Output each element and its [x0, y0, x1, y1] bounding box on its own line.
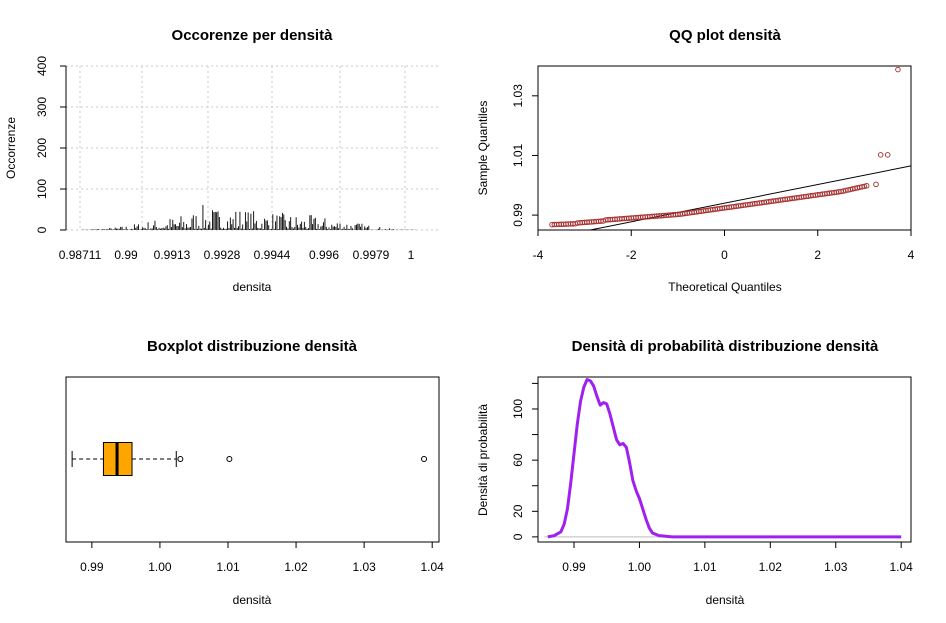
density-y-tick-label-3: 100 [511, 399, 525, 419]
qq-y-tick-label-1: 1.01 [511, 143, 525, 167]
density-content [544, 378, 902, 539]
histogram-grid [66, 65, 439, 231]
qq-title: QQ plot densità [669, 27, 781, 44]
histogram-y-tick-label-2: 200 [35, 138, 49, 158]
boxplot-x-tick-label-4: 1.03 [352, 560, 376, 574]
density-x-tick-label-1: 1.00 [628, 560, 652, 574]
histogram-bars [81, 205, 416, 230]
histogram-x-tick-label-5: 0.996 [309, 248, 339, 262]
qq-x-tick-label-2: 0 [721, 248, 728, 262]
boxplot-x-label: densità [233, 593, 272, 607]
histogram-y-tick-label-4: 400 [35, 56, 49, 76]
density-x-label: densità [706, 593, 745, 607]
qq-y-ticks: 0.99 1.01 1.03 [511, 84, 538, 227]
histogram-panel: Occorenze per densità 0 100 200 300 400 0.98… [4, 27, 439, 294]
qq-x-label: Theoretical Quantiles [668, 280, 781, 294]
histogram-y-tick-label-0: 0 [35, 226, 49, 233]
histogram-y-ticks: 0 100 200 300 400 [35, 56, 66, 233]
boxplot-x-ticks: 0.99 1.00 1.01 1.02 1.03 1.04 [80, 541, 445, 574]
density-y-tick-label-2: 60 [511, 453, 525, 467]
histogram-x-tick-label-2: 0.9913 [154, 248, 191, 262]
density-x-tick-label-0: 0.99 [562, 560, 586, 574]
density-y-label: Densità di probabilità [476, 404, 490, 516]
qq-reference-line [587, 165, 911, 230]
density-x-tick-label-4: 1.03 [824, 560, 848, 574]
qq-point-135 [863, 183, 870, 189]
histogram-x-tick-label-6: 0.9979 [353, 248, 390, 262]
qq-inner [549, 66, 911, 230]
density-x-tick-label-3: 1.02 [759, 560, 783, 574]
boxplot-content [71, 442, 428, 476]
density-curve [547, 378, 902, 539]
density-panel: Densità di probabilità distribuzione den… [476, 338, 913, 607]
qq-outlier-point-0 [873, 181, 879, 188]
qq-point-134 [861, 183, 868, 190]
qq-panel: QQ plot densità -4 -2 0 2 4 0.99 1.01 1.03 The… [476, 27, 915, 294]
histogram-x-tick-label-3: 0.9928 [204, 248, 241, 262]
qq-outlier-point-3 [895, 66, 901, 73]
histogram-x-tick-label-4: 0.9944 [254, 248, 291, 262]
qq-outlier-point-2 [884, 152, 891, 158]
histogram-x-tick-label-0: 0.98711 [59, 248, 102, 262]
boxplot-x-tick-label-5: 1.04 [421, 560, 445, 574]
boxplot-outlier-0 [177, 456, 184, 462]
histogram-title: Occorenze per densità [172, 27, 334, 44]
qq-x-tick-label-0: -4 [533, 248, 544, 262]
histogram-y-label: Occorrenze [4, 117, 18, 179]
density-y-ticks: 0 20 60 100 [511, 382, 539, 540]
qq-y-label: Sample Quantiles [476, 101, 490, 196]
density-title: Densità di probabilità distribuzione den… [572, 338, 879, 355]
qq-outlier-point-1 [877, 152, 884, 158]
qq-y-tick-label-2: 1.03 [511, 84, 525, 108]
boxplot-x-tick-label-3: 1.02 [284, 560, 308, 574]
density-x-tick-label-2: 1.01 [693, 560, 717, 574]
boxplot-x-tick-label-2: 1.01 [216, 560, 240, 574]
histogram-y-tick-label-3: 300 [35, 97, 49, 117]
qq-x-tick-label-4: 4 [908, 248, 915, 262]
density-y-tick-label-1: 20 [511, 504, 525, 518]
boxplot-x-tick-label-0: 0.99 [80, 560, 104, 574]
histogram-x-tick-label-1: 0.99 [114, 248, 138, 262]
boxplot-outlier-2 [421, 456, 428, 462]
boxplot-title: Boxplot distribuzione densità [147, 338, 358, 355]
histogram-x-tick-label-7: 1 [408, 248, 415, 262]
qq-content [549, 66, 911, 230]
boxplot-x-tick-label-1: 1.00 [148, 560, 172, 574]
histogram-x-ticks: 0.98711 0.99 0.9913 0.9928 0.9944 0.996 0.9979… [59, 248, 415, 262]
qq-x-tick-label-1: -2 [626, 248, 637, 262]
density-y-tick-label-0: 0 [511, 533, 525, 540]
density-plot-box [537, 376, 912, 543]
density-x-tick-label-5: 1.04 [890, 560, 914, 574]
histogram-y-tick-label-1: 100 [35, 179, 49, 199]
qq-y-tick-label-0: 0.99 [511, 203, 525, 227]
qq-x-tick-label-3: 2 [814, 248, 821, 262]
boxplot-outlier-1 [226, 456, 233, 462]
qq-x-ticks: -4 -2 0 2 4 [533, 229, 915, 262]
boxplot-panel: Boxplot distribuzione densità 0.99 1.00 1.… [65, 338, 445, 607]
density-x-ticks: 0.99 1.00 1.01 1.02 1.03 1.04 [562, 541, 914, 574]
histogram-x-label: densita [233, 280, 272, 294]
